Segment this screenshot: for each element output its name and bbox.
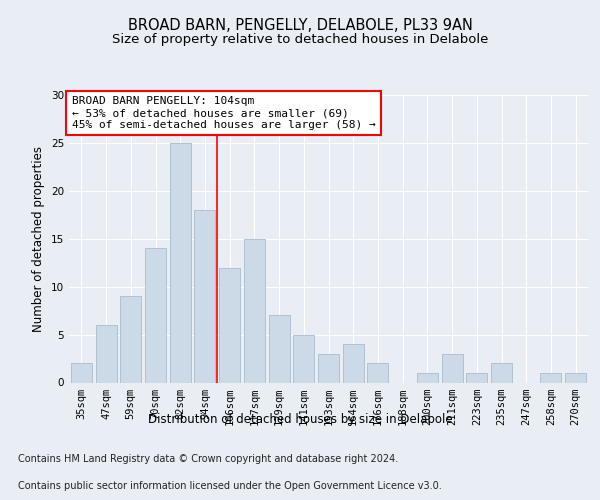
Text: BROAD BARN, PENGELLY, DELABOLE, PL33 9AN: BROAD BARN, PENGELLY, DELABOLE, PL33 9AN: [128, 18, 472, 32]
Y-axis label: Number of detached properties: Number of detached properties: [32, 146, 46, 332]
Text: Distribution of detached houses by size in Delabole: Distribution of detached houses by size …: [148, 412, 452, 426]
Text: BROAD BARN PENGELLY: 104sqm
← 53% of detached houses are smaller (69)
45% of sem: BROAD BARN PENGELLY: 104sqm ← 53% of det…: [71, 96, 376, 130]
Bar: [442, 354, 463, 382]
Bar: [71, 364, 92, 382]
Text: Size of property relative to detached houses in Delabole: Size of property relative to detached ho…: [112, 32, 488, 46]
Bar: [466, 373, 487, 382]
Bar: [293, 334, 314, 382]
Bar: [343, 344, 364, 383]
Bar: [565, 373, 586, 382]
Bar: [170, 143, 191, 382]
Bar: [318, 354, 339, 382]
Bar: [244, 239, 265, 382]
Bar: [194, 210, 215, 382]
Bar: [541, 373, 562, 382]
Bar: [491, 364, 512, 382]
Bar: [269, 316, 290, 382]
Bar: [219, 268, 240, 382]
Bar: [95, 325, 116, 382]
Bar: [145, 248, 166, 382]
Text: Contains public sector information licensed under the Open Government Licence v3: Contains public sector information licen…: [18, 481, 442, 491]
Bar: [367, 364, 388, 382]
Text: Contains HM Land Registry data © Crown copyright and database right 2024.: Contains HM Land Registry data © Crown c…: [18, 454, 398, 464]
Bar: [417, 373, 438, 382]
Bar: [120, 296, 141, 382]
